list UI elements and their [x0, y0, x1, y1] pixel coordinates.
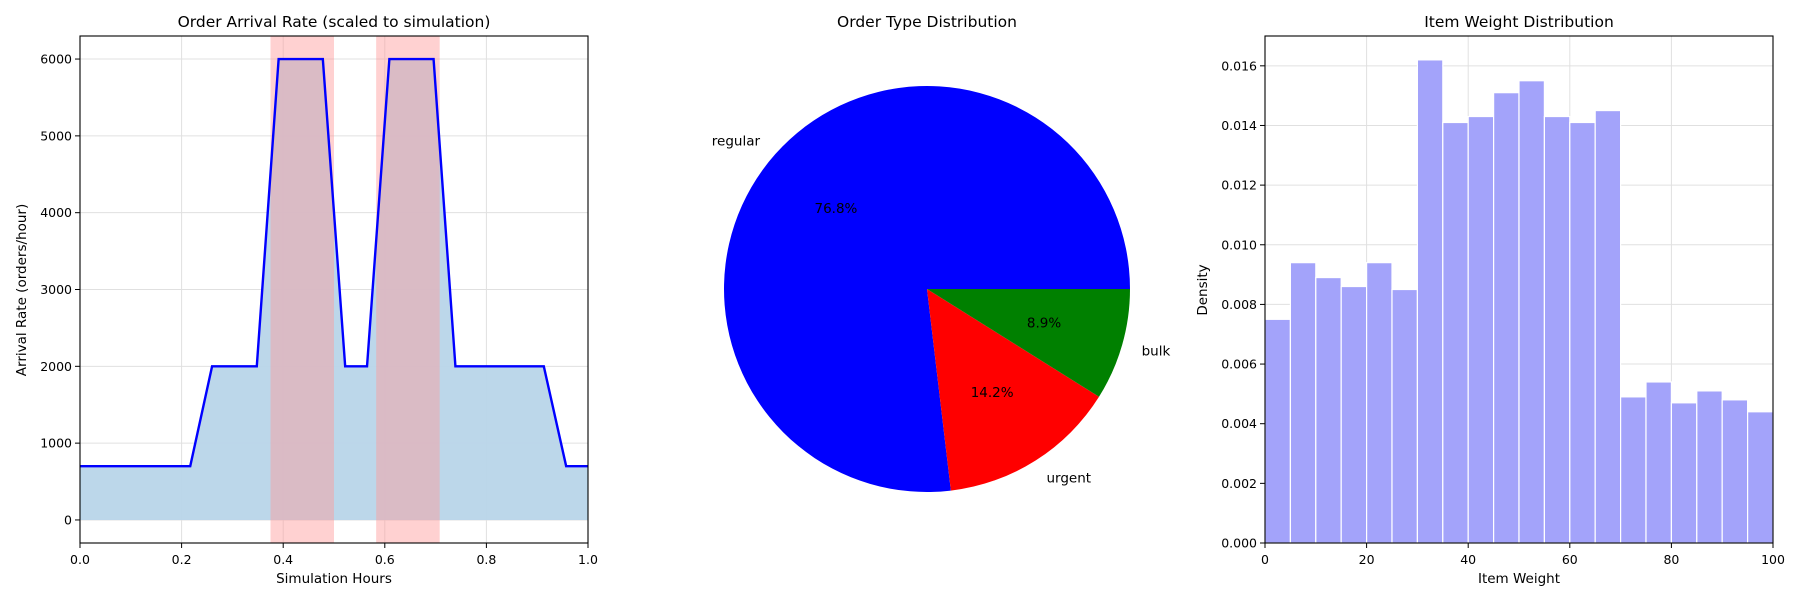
histogram-plot-frame — [1264, 35, 1774, 544]
arrival-y-tick-label: 1000 — [40, 436, 72, 451]
peak-period-shade — [270, 36, 334, 543]
arrival-rate-chart: Order Arrival Rate (scaled to simulation… — [14, 13, 598, 587]
histogram-x-tick-label: 0 — [1261, 552, 1269, 567]
arrival-x-tick-label: 0.6 — [375, 552, 395, 567]
histogram-bar — [1670, 402, 1698, 544]
histogram-bar — [1340, 285, 1368, 544]
histogram-y-tick-label: 0.010 — [1221, 237, 1257, 252]
pie-slice-urgent — [927, 289, 1100, 491]
histogram-bar — [1721, 399, 1749, 544]
arrival-y-axis-label: Arrival Rate (orders/hour) — [14, 204, 30, 376]
histogram-bar — [1391, 288, 1418, 544]
histogram-y-tick-label: 0.016 — [1221, 58, 1257, 73]
histogram-x-tick-label: 40 — [1460, 552, 1476, 567]
histogram-x-tick-label: 80 — [1663, 552, 1679, 567]
histogram-bar — [1289, 262, 1317, 544]
histogram-bar — [1442, 121, 1469, 544]
arrival-x-tick-label: 0.4 — [273, 552, 293, 567]
arrival-x-tick-label: 0.0 — [70, 552, 90, 567]
arrival-y-tick-label: 6000 — [40, 52, 72, 67]
arrival-x-tick-label: 0.8 — [476, 552, 496, 567]
histogram-y-tick-label: 0.012 — [1221, 178, 1257, 193]
histogram-bar — [1746, 411, 1774, 544]
arrival-rate-line — [80, 57, 588, 468]
pie-slice-bulk — [927, 289, 1130, 397]
arrival-y-tick-label: 0 — [64, 512, 72, 527]
arrival-y-tick-label: 3000 — [40, 282, 72, 297]
arrival-y-tick-label: 4000 — [40, 205, 72, 220]
pie-chart-title: Order Type Distribution — [837, 13, 1017, 31]
histogram-x-axis-label: Item Weight — [1478, 571, 1560, 587]
histogram-bar — [1492, 92, 1520, 544]
pie-label-bulk: bulk — [1142, 344, 1171, 360]
histogram-bar — [1619, 396, 1647, 544]
histogram-y-tick-label: 0.000 — [1221, 536, 1257, 551]
histogram-y-tick-label: 0.014 — [1221, 118, 1257, 133]
pie-pct-regular: 76.8% — [815, 201, 858, 217]
histogram-bar — [1543, 115, 1571, 544]
histogram-bar — [1315, 276, 1342, 544]
histogram-y-tick-label: 0.002 — [1221, 476, 1257, 491]
histogram-y-tick-label: 0.008 — [1221, 297, 1257, 312]
arrival-y-tick-label: 2000 — [40, 359, 72, 374]
histogram-x-tick-label: 20 — [1359, 552, 1375, 567]
peak-period-shade — [376, 36, 440, 543]
order-type-pie-chart: Order Type Distribution regular 76.8% urge… — [712, 13, 1171, 492]
histogram-bar — [1416, 59, 1444, 544]
histogram-y-tick-label: 0.006 — [1221, 357, 1257, 372]
pie-pct-bulk: 8.9% — [1027, 316, 1061, 332]
histogram-bar — [1569, 121, 1596, 544]
histogram-bar — [1467, 115, 1495, 544]
pie-label-regular: regular — [712, 134, 761, 150]
histogram-bar — [1264, 318, 1291, 544]
histogram-x-tick-label: 100 — [1761, 552, 1785, 567]
histogram-bar — [1696, 390, 1723, 544]
arrival-y-tick-label: 5000 — [40, 128, 72, 143]
histogram-bar — [1365, 262, 1393, 544]
histogram-title: Item Weight Distribution — [1424, 13, 1614, 31]
arrival-chart-title: Order Arrival Rate (scaled to simulation… — [178, 13, 491, 31]
arrival-x-axis-label: Simulation Hours — [276, 571, 392, 587]
histogram-bar — [1594, 109, 1622, 544]
histogram-bar — [1645, 381, 1672, 544]
arrival-x-tick-label: 0.2 — [172, 552, 192, 567]
histogram-x-tick-label: 60 — [1562, 552, 1578, 567]
pie-pct-urgent: 14.2% — [971, 385, 1014, 401]
histogram-y-tick-label: 0.004 — [1221, 416, 1257, 431]
item-weight-histogram: Item Weight Distribution 0 20 40 60 80 100 0.0… — [1195, 13, 1785, 587]
arrival-area-fill — [80, 59, 588, 520]
histogram-bar — [1518, 80, 1545, 544]
histogram-y-axis-label: Density — [1195, 264, 1211, 315]
arrival-x-tick-label: 1.0 — [578, 552, 598, 567]
pie-label-urgent: urgent — [1046, 471, 1091, 487]
